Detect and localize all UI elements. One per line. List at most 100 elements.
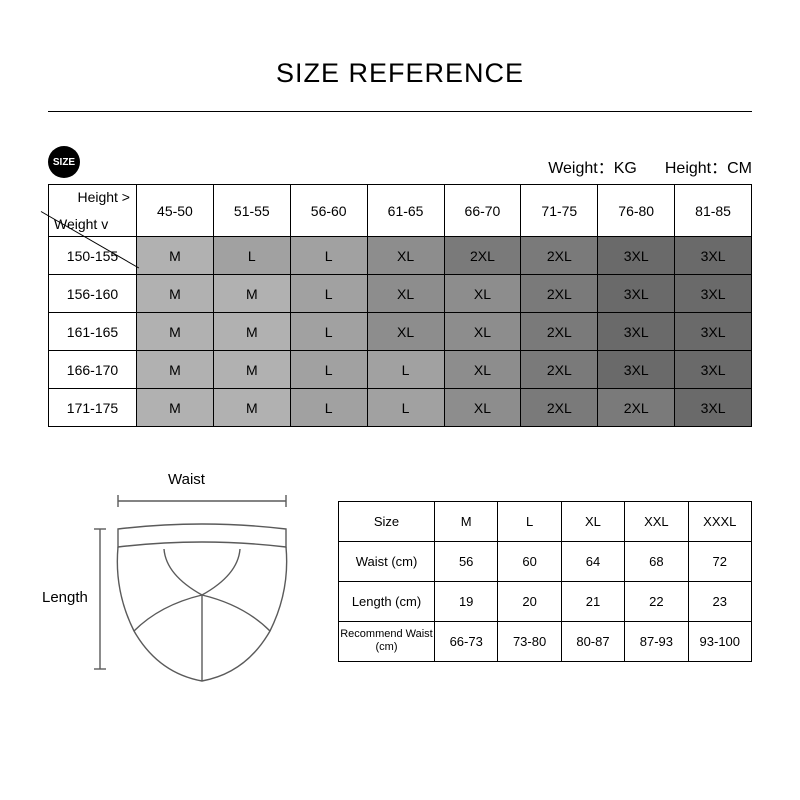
meas-row-label: Length (cm) bbox=[339, 581, 435, 621]
garment-diagram: Waist Length bbox=[48, 471, 308, 691]
size-cell: 3XL bbox=[675, 313, 752, 351]
size-cell: 3XL bbox=[675, 237, 752, 275]
meas-cell: 72 bbox=[688, 541, 751, 581]
bottom-section: Waist Length bbox=[48, 471, 752, 691]
meas-cell: 21 bbox=[561, 581, 624, 621]
size-cell: M bbox=[137, 313, 214, 351]
meas-col-header: Size bbox=[339, 501, 435, 541]
meas-col-header: XL bbox=[561, 501, 624, 541]
meas-cell: 60 bbox=[498, 541, 561, 581]
meas-cell: 20 bbox=[498, 581, 561, 621]
meas-cell: 23 bbox=[688, 581, 751, 621]
size-cell: 2XL bbox=[521, 275, 598, 313]
size-cell: XL bbox=[444, 389, 521, 427]
col-header: 81-85 bbox=[675, 185, 752, 237]
col-header: 45-50 bbox=[137, 185, 214, 237]
size-cell: 2XL bbox=[598, 389, 675, 427]
weight-unit-label: Weight：KG bbox=[548, 154, 637, 178]
col-header: 51-55 bbox=[213, 185, 290, 237]
meas-cell: 93-100 bbox=[688, 621, 751, 661]
row-header: 166-170 bbox=[49, 351, 137, 389]
size-cell: M bbox=[137, 351, 214, 389]
size-cell: M bbox=[137, 237, 214, 275]
size-cell: XL bbox=[367, 237, 444, 275]
size-cell: 2XL bbox=[521, 351, 598, 389]
size-cell: 3XL bbox=[598, 351, 675, 389]
corner-weight-label: Weight v bbox=[54, 216, 108, 232]
col-header: 76-80 bbox=[598, 185, 675, 237]
table-row: Length (cm)1920212223 bbox=[339, 581, 752, 621]
size-cell: 2XL bbox=[521, 237, 598, 275]
corner-height-label: Height > bbox=[77, 189, 130, 205]
header-row: Height > Weight v 45-50 51-55 56-60 61-6… bbox=[49, 185, 752, 237]
size-cell: 3XL bbox=[675, 275, 752, 313]
meas-cell: 68 bbox=[625, 541, 688, 581]
meas-cell: 66-73 bbox=[435, 621, 498, 661]
meas-col-header: XXXL bbox=[688, 501, 751, 541]
meas-cell: 80-87 bbox=[561, 621, 624, 661]
meas-row-label: Waist (cm) bbox=[339, 541, 435, 581]
table-row: Waist (cm)5660646872 bbox=[339, 541, 752, 581]
size-cell: XL bbox=[444, 275, 521, 313]
meas-col-header: XXL bbox=[625, 501, 688, 541]
size-cell: M bbox=[137, 275, 214, 313]
size-cell: L bbox=[290, 275, 367, 313]
size-cell: M bbox=[213, 389, 290, 427]
size-cell: XL bbox=[444, 351, 521, 389]
size-cell: 3XL bbox=[675, 389, 752, 427]
size-cell: L bbox=[367, 351, 444, 389]
size-cell: L bbox=[290, 351, 367, 389]
size-cell: XL bbox=[367, 275, 444, 313]
size-cell: L bbox=[213, 237, 290, 275]
table-row: Recommend Waist (cm)66-7373-8080-8787-93… bbox=[339, 621, 752, 661]
size-cell: L bbox=[290, 237, 367, 275]
size-cell: 2XL bbox=[521, 313, 598, 351]
size-cell: 3XL bbox=[598, 237, 675, 275]
meas-col-header: L bbox=[498, 501, 561, 541]
row-header: 161-165 bbox=[49, 313, 137, 351]
meas-cell: 22 bbox=[625, 581, 688, 621]
page-title: SIZE REFERENCE bbox=[48, 58, 752, 89]
waist-label: Waist bbox=[168, 471, 205, 488]
measurements-table: Size M L XL XXL XXXL Waist (cm)566064687… bbox=[338, 501, 752, 662]
meas-cell: 64 bbox=[561, 541, 624, 581]
table-row: 171-175MMLLXL2XL2XL3XL bbox=[49, 389, 752, 427]
table-row: 156-160MMLXLXL2XL3XL3XL bbox=[49, 275, 752, 313]
corner-cell: Height > Weight v bbox=[49, 185, 137, 237]
size-cell: 2XL bbox=[521, 389, 598, 427]
size-cell: 3XL bbox=[598, 275, 675, 313]
size-cell: M bbox=[137, 389, 214, 427]
size-cell: XL bbox=[444, 313, 521, 351]
length-label: Length bbox=[42, 589, 88, 606]
table-row: 161-165MMLXLXL2XL3XL3XL bbox=[49, 313, 752, 351]
table-row: 150-155MLLXL2XL2XL3XL3XL bbox=[49, 237, 752, 275]
meas-cell: 56 bbox=[435, 541, 498, 581]
garment-svg bbox=[48, 471, 308, 691]
height-unit-label: Height：CM bbox=[665, 154, 752, 178]
size-cell: L bbox=[367, 389, 444, 427]
col-header: 61-65 bbox=[367, 185, 444, 237]
row-header: 156-160 bbox=[49, 275, 137, 313]
size-cell: M bbox=[213, 313, 290, 351]
size-cell: L bbox=[290, 313, 367, 351]
meas-cell: 87-93 bbox=[625, 621, 688, 661]
col-header: 71-75 bbox=[521, 185, 598, 237]
row-header: 171-175 bbox=[49, 389, 137, 427]
size-cell: 3XL bbox=[675, 351, 752, 389]
meas-header-row: Size M L XL XXL XXXL bbox=[339, 501, 752, 541]
size-cell: 3XL bbox=[598, 313, 675, 351]
table-row: 166-170MMLLXL2XL3XL3XL bbox=[49, 351, 752, 389]
size-cell: XL bbox=[367, 313, 444, 351]
col-header: 66-70 bbox=[444, 185, 521, 237]
title-area: SIZE REFERENCE bbox=[48, 0, 752, 112]
col-header: 56-60 bbox=[290, 185, 367, 237]
size-cell: L bbox=[290, 389, 367, 427]
units-block: Weight：KG Height：CM bbox=[548, 154, 752, 178]
size-icon: SIZE bbox=[48, 146, 80, 178]
size-reference-table: Height > Weight v 45-50 51-55 56-60 61-6… bbox=[48, 184, 752, 427]
meas-col-header: M bbox=[435, 501, 498, 541]
size-cell: M bbox=[213, 275, 290, 313]
header-row: SIZE Weight：KG Height：CM bbox=[48, 146, 752, 178]
meas-row-label: Recommend Waist (cm) bbox=[339, 621, 435, 661]
meas-cell: 19 bbox=[435, 581, 498, 621]
